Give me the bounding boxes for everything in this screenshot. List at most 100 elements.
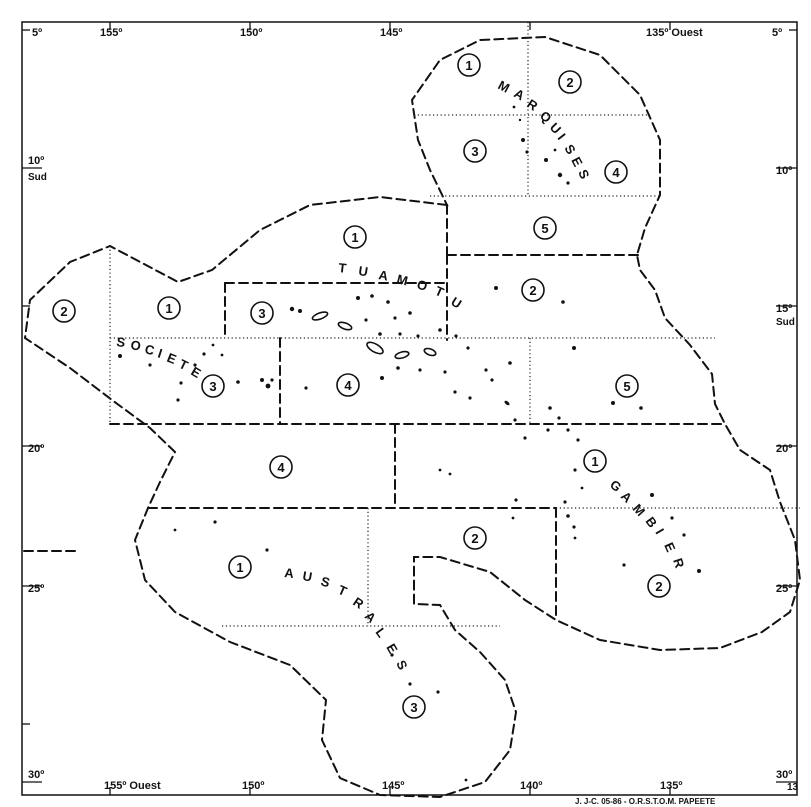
zone-marquises-2: 2 <box>558 70 582 94</box>
svg-text:S: S <box>561 142 578 158</box>
lat-label-right-fragment: 13 <box>787 782 799 793</box>
lon-label-top-135: 135º Ouest <box>646 27 703 39</box>
lat-label-right-20: 20º <box>776 443 792 455</box>
lon-label-bottom-145: 145º <box>382 780 404 792</box>
lat-label-right-10: 10º <box>776 165 792 177</box>
svg-text:3: 3 <box>471 144 478 159</box>
svg-text:A: A <box>618 488 636 506</box>
svg-text:L: L <box>373 625 390 640</box>
zone-societe-3: 3 <box>201 374 225 398</box>
zone-marquises-4: 4 <box>604 160 628 184</box>
svg-text:M: M <box>395 271 409 288</box>
svg-text:1: 1 <box>236 560 243 575</box>
lat-label-right-5: 5º <box>772 27 782 39</box>
svg-text:2: 2 <box>655 579 662 594</box>
svg-text:E: E <box>189 364 204 381</box>
svg-text:T: T <box>336 582 349 599</box>
lon-label-top-155: 155º <box>100 27 122 39</box>
svg-text:R: R <box>350 594 367 612</box>
zone-societe-1: 1 <box>157 296 181 320</box>
svg-text:R: R <box>524 96 541 114</box>
lon-label-bottom-150: 150º <box>242 780 264 792</box>
lat-label-right-15: 15º <box>776 303 792 315</box>
zone-gambier-2: 2 <box>647 574 671 598</box>
svg-text:4: 4 <box>612 165 620 180</box>
svg-text:A: A <box>284 565 296 581</box>
zone-australes-1: 1 <box>228 555 252 579</box>
lat-label-left-20: 20º <box>28 443 44 455</box>
svg-text:I: I <box>156 346 164 361</box>
zone-tuamotu-3: 3 <box>250 301 274 325</box>
svg-text:O: O <box>129 337 142 354</box>
map-frame <box>21 21 798 796</box>
svg-text:G: G <box>607 477 624 495</box>
svg-text:T: T <box>433 283 446 300</box>
lon-label-top-145: 145º <box>380 27 402 39</box>
svg-text:5: 5 <box>623 379 630 394</box>
svg-text:O: O <box>415 277 429 294</box>
svg-text:M: M <box>630 501 648 519</box>
zone-marquises-3: 3 <box>463 139 487 163</box>
svg-text:U: U <box>358 263 369 279</box>
svg-text:S: S <box>116 334 127 350</box>
svg-text:2: 2 <box>529 283 536 298</box>
lat-label-left-sud: Sud <box>28 172 47 183</box>
svg-text:1: 1 <box>165 301 172 316</box>
zone-societe-2: 2 <box>52 299 76 323</box>
svg-text:3: 3 <box>258 306 265 321</box>
lon-label-bottom-155: 155º Ouest <box>104 780 161 792</box>
svg-text:4: 4 <box>277 460 285 475</box>
svg-text:1: 1 <box>465 58 472 73</box>
zone-tuamotu-2: 2 <box>521 278 545 302</box>
zone-marquises-5: 5 <box>533 216 557 240</box>
svg-text:S: S <box>319 573 332 590</box>
svg-text:A: A <box>362 608 380 626</box>
svg-text:3: 3 <box>410 700 417 715</box>
svg-text:1: 1 <box>351 230 358 245</box>
zone-australes-2: 2 <box>463 526 487 550</box>
archipelago-label-tuamotu: T U A M O T U <box>338 260 465 311</box>
zone-australes-3: 3 <box>402 695 426 719</box>
lat-label-left-30: 30º <box>28 769 44 781</box>
svg-text:B: B <box>643 514 661 530</box>
svg-text:E: E <box>661 540 678 554</box>
svg-text:A: A <box>512 86 528 104</box>
lat-label-left-5: 5º <box>32 27 42 39</box>
svg-text:2: 2 <box>566 75 573 90</box>
zone-tuamotu-1: 1 <box>343 225 367 249</box>
islands <box>118 105 701 782</box>
zone-tuamotu-4: 4 <box>336 373 360 397</box>
map-credit: J. J-C. 05-86 - O.R.S.T.O.M. PAPEETE <box>575 797 716 806</box>
svg-text:3: 3 <box>209 379 216 394</box>
zone-gambier-1: 1 <box>583 449 607 473</box>
lon-label-bottom-135: 135º <box>660 780 682 792</box>
lon-label-top-150: 150º <box>240 27 262 39</box>
svg-text:M: M <box>496 77 513 95</box>
svg-text:T: T <box>177 356 191 373</box>
svg-text:5: 5 <box>541 221 548 236</box>
zone-marquises-1: 1 <box>457 53 481 77</box>
archipelago-label-gambier: G A M B I E R <box>607 477 687 571</box>
zone-outer-boundary <box>23 35 802 799</box>
svg-text:S: S <box>393 658 410 673</box>
svg-text:U: U <box>301 568 313 584</box>
zone-tuamotu-5: 5 <box>615 374 639 398</box>
svg-text:A: A <box>377 267 389 284</box>
svg-text:I: I <box>652 526 667 537</box>
svg-text:T: T <box>338 260 348 276</box>
svg-text:S: S <box>575 167 592 181</box>
lat-label-right-30: 30º <box>776 769 792 781</box>
svg-text:4: 4 <box>344 378 352 393</box>
svg-text:R: R <box>670 556 687 570</box>
svg-text:E: E <box>165 350 179 367</box>
svg-text:E: E <box>568 154 585 169</box>
svg-text:2: 2 <box>471 531 478 546</box>
svg-text:2: 2 <box>60 304 67 319</box>
lon-label-bottom-140: 140º <box>520 780 542 792</box>
lat-label-right-sud: Sud <box>776 317 795 328</box>
lat-label-right-25: 25º <box>776 583 792 595</box>
zone-societe-4: 4 <box>269 455 293 479</box>
lat-label-left-10: 10º <box>28 155 44 167</box>
